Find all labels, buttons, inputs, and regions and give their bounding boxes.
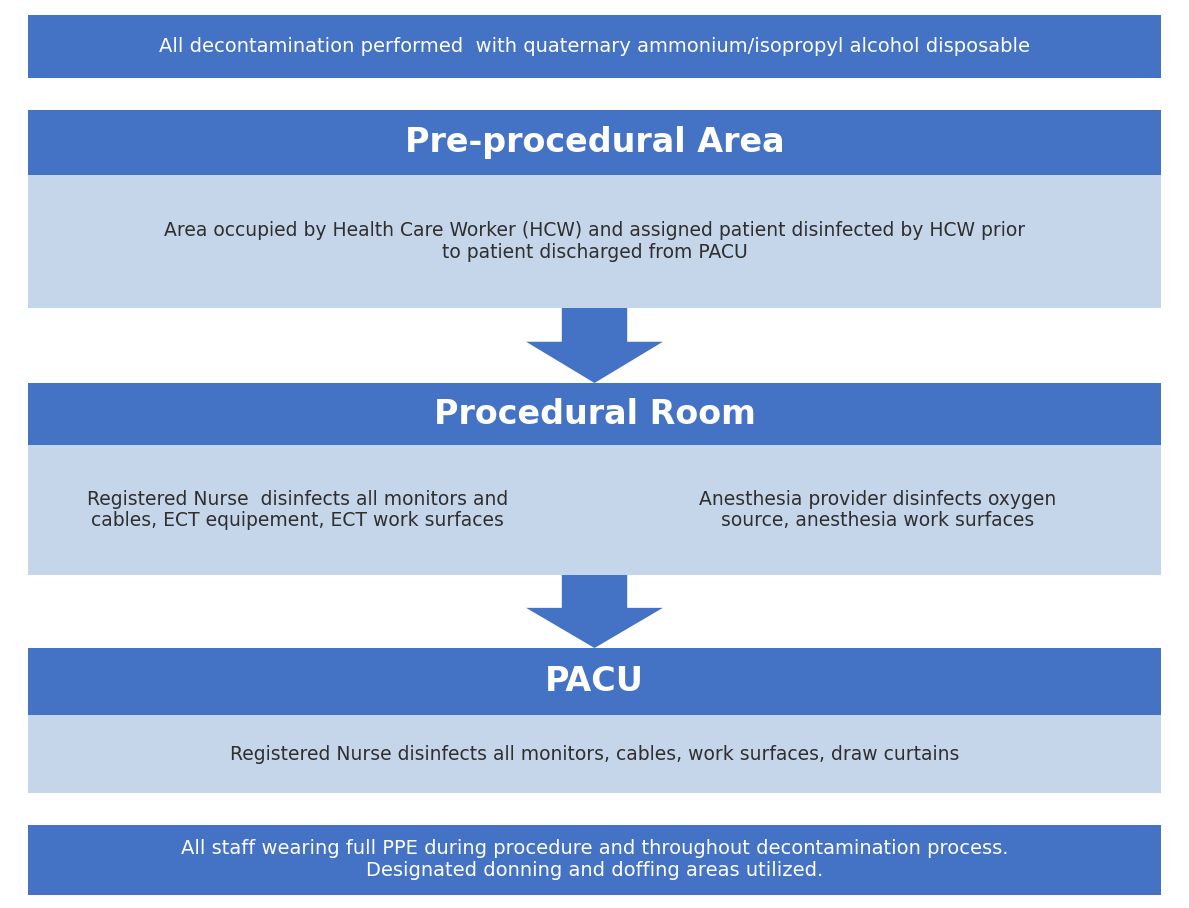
Text: Registered Nurse  disinfects all monitors and
cables, ECT equipement, ECT work s: Registered Nurse disinfects all monitors… xyxy=(87,489,508,530)
Bar xyxy=(29,648,1160,793)
Text: Pre-procedural Area: Pre-procedural Area xyxy=(404,126,785,159)
Text: Anesthesia provider disinfects oxygen
source, anesthesia work surfaces: Anesthesia provider disinfects oxygen so… xyxy=(699,489,1056,530)
Text: PACU: PACU xyxy=(545,665,644,698)
Text: All staff wearing full PPE during procedure and throughout decontamination proce: All staff wearing full PPE during proced… xyxy=(181,840,1008,881)
Bar xyxy=(33,449,561,571)
Text: All decontamination performed  with quaternary ammonium/isopropyl alcohol dispos: All decontamination performed with quate… xyxy=(159,37,1030,56)
Text: Registered Nurse disinfects all monitors, cables, work surfaces, draw curtains: Registered Nurse disinfects all monitors… xyxy=(229,745,960,764)
Text: Area occupied by Health Care Worker (HCW) and assigned patient disinfected by HC: Area occupied by Health Care Worker (HCW… xyxy=(164,221,1025,262)
Polygon shape xyxy=(526,575,662,648)
Bar xyxy=(29,383,1160,445)
Bar xyxy=(29,110,1160,308)
Bar xyxy=(29,648,1160,715)
Bar xyxy=(29,110,1160,175)
Bar xyxy=(29,825,1160,895)
Bar xyxy=(29,383,1160,575)
Text: Procedural Room: Procedural Room xyxy=(434,398,755,430)
Bar xyxy=(599,449,1156,571)
Polygon shape xyxy=(526,308,662,383)
Bar xyxy=(29,15,1160,78)
